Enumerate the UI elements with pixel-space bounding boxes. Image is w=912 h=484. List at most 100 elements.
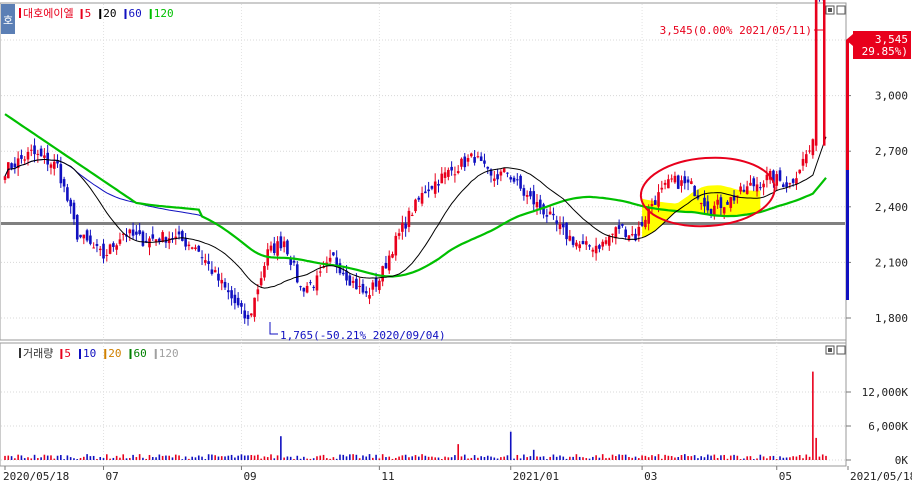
volume-bar	[332, 457, 335, 460]
maximize-volume-pane-glyph	[828, 348, 832, 352]
candle-body	[312, 286, 315, 288]
volume-bar	[523, 454, 525, 460]
volume-bar	[381, 454, 384, 460]
candle-body	[604, 240, 608, 244]
volume-bar	[17, 454, 19, 460]
candle-body	[713, 205, 716, 216]
candle-body	[181, 231, 184, 241]
volume-bar	[309, 458, 312, 460]
candle-body	[453, 174, 457, 176]
volume-bar	[201, 456, 203, 460]
high-leader-line	[814, 29, 825, 40]
volume-bar	[440, 458, 443, 460]
candle-body	[496, 174, 499, 180]
volume-bar	[368, 454, 371, 460]
volume-bar	[197, 455, 200, 460]
volume-bar	[398, 456, 400, 460]
candle-body	[752, 178, 756, 187]
candle-body	[223, 281, 227, 288]
candle-body	[759, 187, 762, 189]
candle-body	[782, 184, 785, 187]
candle-body	[545, 215, 549, 217]
side-tab[interactable]	[1, 4, 15, 34]
volume-bar	[293, 458, 295, 460]
volume-bar	[335, 458, 338, 460]
candle-body	[506, 172, 509, 174]
candle-body	[167, 238, 171, 244]
volume-bar	[319, 455, 322, 460]
x-axis: 2020/05/18 07 09 11 2021/01 03 05 2021/05/18	[3, 466, 912, 483]
volume-bar	[372, 457, 374, 460]
candle-body	[489, 169, 493, 176]
candle-body	[690, 181, 693, 184]
x-tick-label: 2021/01	[513, 470, 559, 483]
volume-bar	[385, 457, 387, 460]
volume-bar	[729, 455, 732, 460]
volume-bar	[638, 458, 640, 460]
candle-body	[3, 176, 7, 180]
candle-body	[447, 169, 450, 177]
legend-ma-label: 20	[103, 7, 116, 20]
close-volume-pane-icon[interactable]	[836, 345, 846, 355]
volume-bar	[207, 454, 210, 460]
candle-body	[647, 207, 650, 224]
candle-body	[29, 149, 33, 151]
volume-bar	[349, 454, 351, 460]
candle-body	[46, 152, 49, 165]
volume-bar	[322, 454, 325, 460]
close-price-pane-icon[interactable]	[836, 5, 846, 15]
volume-bar	[743, 458, 745, 460]
volume-bar	[700, 456, 703, 460]
candle-body	[709, 209, 713, 216]
candle-body	[433, 181, 437, 194]
candle-body	[289, 258, 293, 265]
candle-body	[762, 183, 765, 188]
candle-body	[250, 313, 253, 316]
candle-body	[745, 186, 749, 195]
candle-body	[302, 288, 306, 292]
candle-body	[381, 266, 384, 282]
candle-body	[427, 189, 430, 192]
volume-bar	[733, 454, 735, 460]
volume-bar	[437, 457, 440, 460]
volume-bar	[624, 454, 627, 460]
volume-bar	[657, 454, 660, 460]
candle-body	[361, 283, 365, 293]
candle-body	[430, 186, 434, 189]
candle-body	[558, 224, 562, 230]
volume-bar	[434, 457, 437, 460]
volume-bar	[155, 457, 157, 460]
volume-bar	[693, 455, 696, 460]
volume-bar	[775, 459, 778, 460]
volume-bar	[598, 457, 601, 460]
candle-body	[483, 160, 486, 164]
volume-bar	[217, 456, 220, 460]
candle-body	[693, 185, 696, 197]
candle-body	[194, 247, 197, 249]
moving-averages	[4, 0, 827, 289]
volume-bar	[759, 454, 762, 460]
candle-body	[676, 175, 680, 189]
grid	[1, 4, 845, 466]
candle-body	[493, 178, 496, 181]
volume-bar	[805, 454, 808, 460]
volume-bar	[358, 458, 361, 460]
ma20-line	[4, 136, 827, 289]
legend-ma-label: 10	[83, 347, 96, 360]
volume-bar	[224, 456, 226, 460]
volume-bar	[83, 456, 85, 460]
legend-ma-marker	[80, 9, 83, 19]
volume-bar	[683, 454, 686, 460]
volume-bar	[270, 454, 272, 460]
volume-bar	[168, 455, 170, 460]
volume-bar	[628, 457, 630, 460]
volume-bar	[365, 456, 368, 460]
volume-bar	[592, 456, 594, 460]
candle-body	[578, 244, 581, 249]
candle-body	[499, 171, 503, 176]
x-tick-label: 2020/05/18	[3, 470, 69, 483]
side-tab-label: 호	[3, 14, 13, 27]
volume-bar	[460, 456, 463, 460]
volume-bar	[66, 455, 69, 460]
candle-body	[414, 199, 417, 212]
